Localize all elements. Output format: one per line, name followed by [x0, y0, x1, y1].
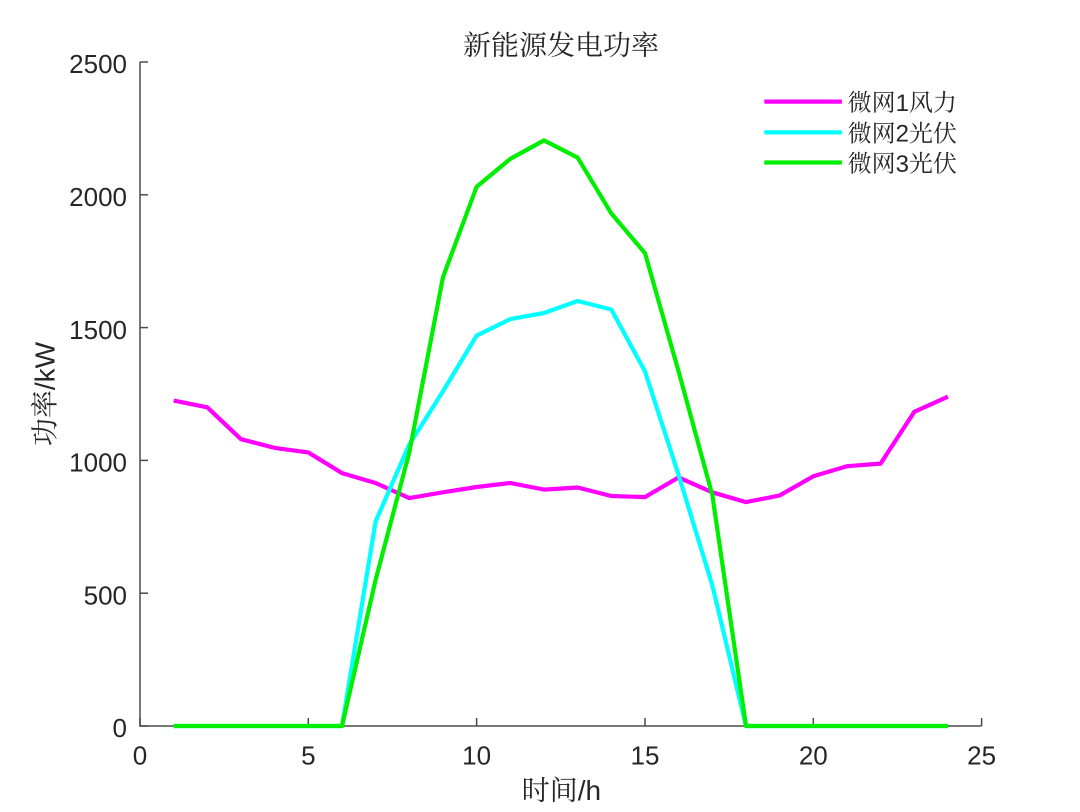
- svg-text:1: 1: [896, 90, 909, 117]
- svg-text:1500: 1500: [69, 315, 127, 345]
- svg-text:/kW: /kW: [30, 341, 61, 390]
- svg-text:2500: 2500: [69, 49, 127, 79]
- svg-text:3: 3: [896, 151, 909, 178]
- svg-text:15: 15: [631, 741, 660, 771]
- svg-text:0: 0: [133, 741, 147, 771]
- svg-text:2: 2: [896, 121, 909, 148]
- svg-text:500: 500: [84, 580, 127, 610]
- svg-text:20: 20: [799, 741, 828, 771]
- svg-text:10: 10: [462, 741, 491, 771]
- svg-text:2000: 2000: [69, 182, 127, 212]
- svg-text:5: 5: [301, 741, 315, 771]
- svg-text:/h: /h: [578, 775, 601, 806]
- svg-text:0: 0: [113, 713, 127, 743]
- svg-text:25: 25: [967, 741, 996, 771]
- svg-text:1000: 1000: [69, 448, 127, 478]
